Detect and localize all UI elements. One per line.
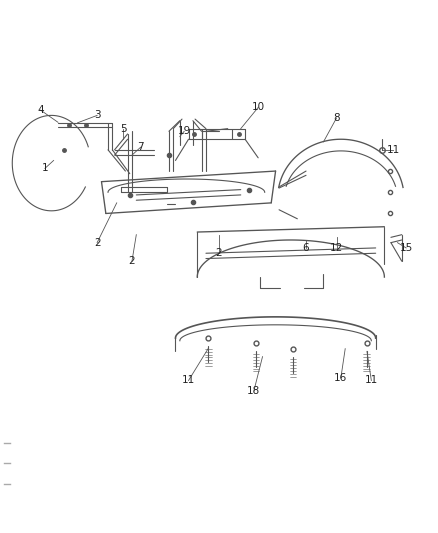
Text: 6: 6 — [303, 243, 309, 253]
Text: 18: 18 — [247, 386, 261, 396]
Text: 2: 2 — [129, 256, 135, 266]
Text: 8: 8 — [333, 113, 340, 123]
Text: 15: 15 — [399, 243, 413, 253]
Text: 11: 11 — [182, 375, 195, 385]
Text: 11: 11 — [365, 375, 378, 385]
Text: 19: 19 — [177, 126, 191, 136]
Text: 1: 1 — [42, 164, 48, 173]
Text: 5: 5 — [120, 124, 127, 134]
Text: 3: 3 — [94, 110, 100, 120]
Text: 10: 10 — [251, 102, 265, 112]
Text: 4: 4 — [37, 105, 44, 115]
Text: 12: 12 — [330, 243, 343, 253]
Text: 7: 7 — [138, 142, 144, 152]
Text: 2: 2 — [94, 238, 100, 248]
Text: 2: 2 — [215, 248, 223, 259]
Text: 16: 16 — [334, 373, 347, 383]
Text: 11: 11 — [386, 145, 400, 155]
